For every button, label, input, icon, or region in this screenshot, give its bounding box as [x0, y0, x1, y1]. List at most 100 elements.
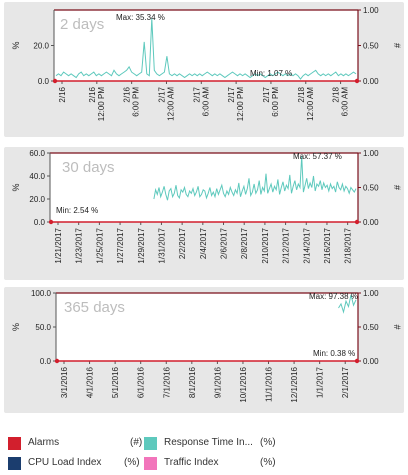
- x-tick-label: 2/16: [58, 86, 67, 102]
- y-axis-title-left: %: [11, 183, 21, 191]
- x-tick-label-line: 3/1/2016: [60, 366, 69, 398]
- x-tick-label-line: 1/25/2017: [95, 227, 104, 263]
- x-tick-label-line: 2/18/2017: [344, 227, 353, 263]
- x-tick-label: 2/4/2017: [199, 227, 208, 259]
- x-tick-label: 1/27/2017: [116, 227, 125, 263]
- x-tick-label-line: 2/8/2017: [240, 227, 249, 259]
- x-tick-label-line: 6:00 AM: [341, 87, 350, 117]
- x-tick-label-line: 6:00 PM: [132, 87, 141, 117]
- x-tick-label: 2/1612:00 PM: [88, 86, 106, 121]
- x-tick-label-line: 2/6/2017: [220, 227, 229, 259]
- x-tick-label-line: 8/1/2016: [188, 366, 197, 398]
- x-tick-label-line: 12:00 PM: [97, 87, 106, 122]
- x-tick-label-line: 2/16: [88, 86, 97, 102]
- right-tick-label: 0.50: [363, 42, 379, 51]
- y-tick-label: 50.0: [35, 323, 51, 332]
- alarms-point-end: [354, 358, 360, 364]
- x-tick-label-line: 2/12/2017: [282, 227, 291, 263]
- alarms-point-end: [354, 219, 360, 225]
- x-tick-label-line: 2/2/2017: [178, 227, 187, 259]
- x-tick-label: 2/12/2017: [282, 227, 291, 263]
- legend-unit: (%): [260, 437, 276, 448]
- x-tick-label: 12/1/2016: [290, 366, 299, 402]
- x-tick-label: 8/1/2016: [188, 366, 197, 398]
- x-tick-label: 2/2/2017: [178, 227, 187, 259]
- legend-item-response-time[interactable]: Response Time In... (%): [144, 436, 334, 454]
- x-tick-label-line: 2/17: [157, 86, 166, 102]
- right-tick-label: 0.00: [363, 77, 379, 86]
- plot-area: [50, 153, 358, 222]
- series-line-response-time: [55, 18, 357, 80]
- y-tick-label: 60.0: [29, 149, 45, 158]
- legend-unit: (%): [124, 457, 140, 468]
- x-tick-label-line: 1/23/2017: [75, 227, 84, 263]
- x-tick-label-line: 12/1/2016: [290, 366, 299, 402]
- x-tick-label-line: 2/16: [58, 86, 67, 102]
- x-tick-label: 2/6/2017: [220, 227, 229, 259]
- right-tick-label: 1.00: [363, 289, 379, 298]
- y-axis-title-left: %: [11, 323, 21, 331]
- x-tick-label-line: 1/31/2017: [157, 227, 166, 263]
- alarms-point-start: [54, 358, 60, 364]
- legend-unit: (#): [130, 437, 143, 448]
- right-tick-label: 0.50: [363, 323, 379, 332]
- x-tick-label-line: 1/29/2017: [137, 227, 146, 263]
- x-tick-label-line: 2/17: [262, 86, 271, 102]
- legend-item-alarms[interactable]: Alarms (#): [8, 436, 198, 454]
- x-tick-label: 2/186:00 AM: [332, 86, 350, 116]
- x-tick-label: 2/1812:00 AM: [297, 86, 315, 120]
- x-tick-label: 1/21/2017: [54, 227, 63, 263]
- x-tick-label: 2/18/2017: [344, 227, 353, 263]
- period-label: 2 days: [60, 16, 104, 33]
- legend-swatch: [8, 437, 21, 450]
- min-annotation: Min: 0.38 %: [313, 349, 355, 358]
- x-tick-label: 2/1712:00 AM: [157, 86, 175, 120]
- y-tick-label: 40.0: [29, 172, 45, 181]
- y-tick-label: 0.0: [38, 77, 50, 86]
- x-tick-label-line: 4/1/2016: [86, 366, 95, 398]
- x-tick-label: 2/16/2017: [323, 227, 332, 263]
- x-tick-label-line: 2/18: [297, 86, 306, 102]
- chart-365-days: 365 days 0.0 50.0 100.0 0.00 0.50 1.00% #3/1/20…: [11, 289, 402, 403]
- legend-label: Response Time In...: [164, 437, 253, 448]
- x-tick-label-line: 12:00 PM: [236, 87, 245, 122]
- x-tick-label-line: 12:00 AM: [166, 87, 175, 121]
- series-line-response-time: [153, 155, 357, 201]
- x-tick-label: 2/176:00 AM: [192, 86, 210, 116]
- chart-30-days: 30 days 0.0 20.0 40.0 60.0 0.00 0.50 1.00% #1/21…: [11, 149, 402, 264]
- alarms-point-start: [52, 78, 58, 84]
- chart-panel-2-days: 2 days 0.0 20.0 0.00 0.50 1.00% #2/16 2/1612:00…: [4, 2, 404, 137]
- legend-item-cpu-load[interactable]: CPU Load Index (%): [8, 456, 198, 474]
- x-tick-label-line: 2/14/2017: [302, 227, 311, 263]
- legend-unit: (%): [260, 457, 276, 468]
- x-tick-label: 9/1/2016: [213, 366, 222, 398]
- x-tick-label: 1/25/2017: [95, 227, 104, 263]
- legend-label: Alarms: [28, 437, 60, 448]
- max-annotation: Max: 97.38 %: [309, 292, 358, 301]
- x-tick-label-line: 11/1/2016: [265, 366, 274, 402]
- alarms-point-start: [48, 219, 54, 225]
- legend-label: Traffic Index: [164, 457, 219, 468]
- x-tick-label-line: 6:00 AM: [201, 87, 210, 117]
- x-tick-label-line: 7/1/2016: [162, 366, 171, 398]
- y-tick-label: 20.0: [29, 195, 45, 204]
- right-tick-label: 1.00: [363, 6, 379, 15]
- x-tick-label: 1/31/2017: [157, 227, 166, 263]
- min-annotation: Min: 2.54 %: [56, 206, 98, 215]
- legend-swatch: [144, 437, 157, 450]
- legend-swatch: [144, 457, 157, 470]
- legend-item-traffic[interactable]: Traffic Index (%): [144, 456, 334, 474]
- right-tick-label: 0.00: [363, 218, 379, 227]
- chart-panel-30-days: 30 days 0.0 20.0 40.0 60.0 0.00 0.50 1.00% #1/21…: [4, 147, 404, 280]
- x-tick-label-line: 2/4/2017: [199, 227, 208, 259]
- x-tick-label-line: 6/1/2016: [137, 366, 146, 398]
- x-tick-label: 6/1/2016: [137, 366, 146, 398]
- x-tick-label-line: 1/21/2017: [54, 227, 63, 263]
- plot-area: [54, 10, 358, 81]
- legend-swatch: [8, 457, 21, 470]
- x-tick-label: 7/1/2016: [162, 366, 171, 398]
- x-tick-label-line: 2/16/2017: [323, 227, 332, 263]
- x-tick-label: 5/1/2016: [111, 366, 120, 398]
- x-tick-label: 4/1/2016: [86, 366, 95, 398]
- right-tick-label: 0.50: [363, 184, 379, 193]
